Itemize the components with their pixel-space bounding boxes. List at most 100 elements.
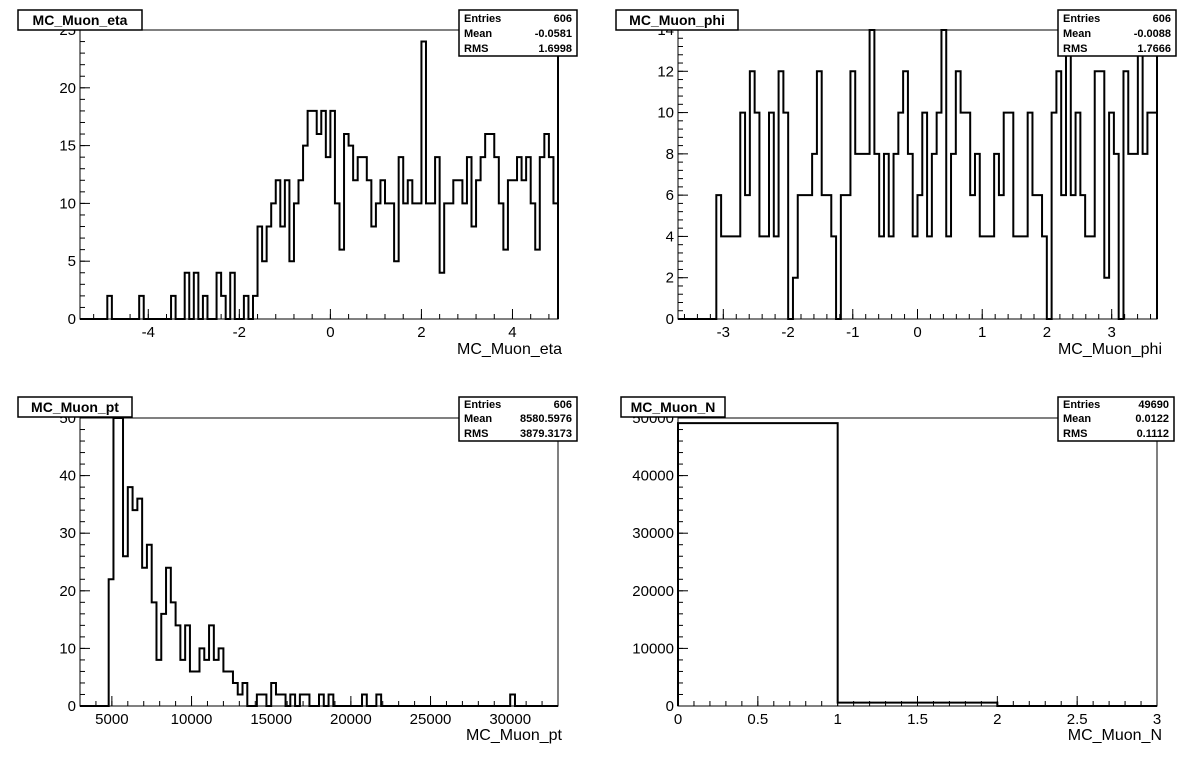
eta-y-tick-label: 20 bbox=[59, 80, 76, 97]
pt-title: MC_Muon_pt bbox=[31, 399, 119, 415]
svg-text:RMS: RMS bbox=[1063, 43, 1087, 55]
eta-x-tick-label: 0 bbox=[326, 324, 334, 341]
eta-x-tick-label: 4 bbox=[508, 324, 516, 341]
eta-stats-box: Entries 606 Mean -0.0581 RMS 1.6998 bbox=[458, 9, 578, 57]
svg-text:Mean: Mean bbox=[1063, 28, 1091, 40]
eta-title-box bbox=[17, 9, 143, 31]
n-plot-frame bbox=[677, 417, 1158, 707]
n-stats-box: Entries 49690 Mean 0.0122 RMS 0.1112 bbox=[1057, 396, 1175, 442]
svg-text:Entries: Entries bbox=[1063, 399, 1100, 411]
n-y-tick-label: 40000 bbox=[632, 468, 674, 485]
svg-text:RMS: RMS bbox=[464, 428, 488, 440]
n-x-tick-label: 3 bbox=[1153, 711, 1161, 728]
phi-x-tick-label: 0 bbox=[913, 324, 921, 341]
pt-y-tick-label: 40 bbox=[59, 468, 76, 485]
phi-histogram-line bbox=[678, 29, 1158, 320]
phi-y-tick-label: 6 bbox=[666, 187, 674, 204]
pt-histogram-line bbox=[80, 417, 558, 707]
n-x-tick-label: 1.5 bbox=[907, 711, 928, 728]
pt-x-axis-label: MC_Muon_pt bbox=[466, 727, 563, 744]
n-title: MC_Muon_N bbox=[631, 399, 716, 415]
phi-y-tick-label: 4 bbox=[666, 228, 674, 245]
eta-x-tick-label: -2 bbox=[233, 324, 246, 341]
n-x-axis-label: MC_Muon_N bbox=[1068, 727, 1162, 744]
n-x-tick-label: 0.5 bbox=[747, 711, 768, 728]
svg-text:606: 606 bbox=[554, 399, 572, 411]
pt-x-tick-label: 30000 bbox=[489, 711, 531, 728]
n-histogram-line bbox=[677, 422, 1157, 707]
eta-y-tick-label: 15 bbox=[59, 138, 76, 155]
phi-y-tick-label: 12 bbox=[657, 63, 674, 80]
svg-text:Entries: Entries bbox=[1063, 13, 1100, 25]
n-x-tick-label: 1 bbox=[833, 711, 841, 728]
eta-x-tick-label: 2 bbox=[417, 324, 425, 341]
svg-text:8580.5976: 8580.5976 bbox=[520, 413, 572, 425]
phi-x-tick-label: -3 bbox=[717, 324, 730, 341]
n-x-tick-label: 2.5 bbox=[1067, 711, 1088, 728]
panel-eta: -4-20240510152025 MC_Muon_eta MC_Muon_et… bbox=[17, 9, 578, 358]
eta-plot-frame bbox=[79, 29, 559, 320]
n-x-tick-label: 0 bbox=[674, 711, 682, 728]
svg-text:Mean: Mean bbox=[464, 413, 492, 425]
svg-text:Mean: Mean bbox=[1063, 413, 1091, 425]
svg-text:1.7666: 1.7666 bbox=[1137, 43, 1171, 55]
phi-x-tick-label: -2 bbox=[781, 324, 794, 341]
phi-x-tick-label: 2 bbox=[1043, 324, 1051, 341]
pt-x-tick-label: 25000 bbox=[410, 711, 452, 728]
svg-text:-0.0581: -0.0581 bbox=[535, 28, 572, 40]
eta-x-tick-label: -4 bbox=[142, 324, 155, 341]
panel-phi: -3-2-1012302468101214 MC_Muon_phi MC_Muo… bbox=[615, 9, 1177, 358]
pt-y-tick-label: 10 bbox=[59, 640, 76, 657]
svg-text:Entries: Entries bbox=[464, 399, 501, 411]
eta-y-tick-label: 10 bbox=[59, 195, 76, 212]
svg-text:606: 606 bbox=[554, 13, 572, 25]
phi-x-tick-label: 3 bbox=[1108, 324, 1116, 341]
svg-text:Entries: Entries bbox=[464, 13, 501, 25]
pt-y-tick-label: 20 bbox=[59, 583, 76, 600]
eta-histogram-line bbox=[80, 40, 559, 320]
svg-text:3879.3173: 3879.3173 bbox=[520, 428, 572, 440]
svg-text:-0.0088: -0.0088 bbox=[1134, 28, 1171, 40]
pt-x-tick-label: 5000 bbox=[95, 711, 128, 728]
phi-y-tick-label: 10 bbox=[657, 105, 674, 122]
svg-text:606: 606 bbox=[1153, 13, 1171, 25]
eta-axes: -4-20240510152025 bbox=[59, 22, 550, 341]
phi-x-tick-label: 1 bbox=[978, 324, 986, 341]
eta-x-axis-label: MC_Muon_eta bbox=[457, 341, 562, 358]
panel-n: 0 0.5 1 1.5 2 2.5 301000020000300004000050000 … bbox=[620, 396, 1175, 744]
pt-y-tick-label: 0 bbox=[68, 698, 76, 715]
svg-text:Mean: Mean bbox=[464, 28, 492, 40]
n-y-tick-label: 30000 bbox=[632, 525, 674, 542]
svg-text:RMS: RMS bbox=[464, 43, 488, 55]
phi-axes: -3-2-1012302468101214 bbox=[657, 22, 1152, 341]
n-y-tick-label: 0 bbox=[666, 698, 674, 715]
pt-title-box bbox=[17, 396, 133, 418]
pt-stats-box: Entries 606 Mean 8580.5976 RMS 3879.3173 bbox=[458, 396, 578, 442]
phi-x-tick-label: -1 bbox=[846, 324, 859, 341]
phi-y-tick-label: 2 bbox=[666, 270, 674, 287]
n-title-box bbox=[620, 396, 726, 418]
svg-text:1.6998: 1.6998 bbox=[538, 43, 572, 55]
svg-text:49690: 49690 bbox=[1138, 399, 1169, 411]
pt-y-tick-label: 30 bbox=[59, 525, 76, 542]
n-y-tick-label: 10000 bbox=[632, 640, 674, 657]
eta-y-tick-label: 5 bbox=[68, 253, 76, 270]
n-y-tick-label: 20000 bbox=[632, 583, 674, 600]
pt-x-tick-label: 15000 bbox=[250, 711, 292, 728]
eta-y-tick-label: 0 bbox=[68, 311, 76, 328]
phi-y-tick-label: 0 bbox=[666, 311, 674, 328]
phi-title-box bbox=[615, 9, 739, 31]
pt-x-tick-label: 20000 bbox=[330, 711, 372, 728]
phi-y-tick-label: 8 bbox=[666, 146, 674, 163]
panel-pt: 5000 10000 15000 20000 25000 3000001020304050… bbox=[17, 396, 578, 744]
phi-stats-box: Entries 606 Mean -0.0088 RMS 1.7666 bbox=[1057, 9, 1177, 57]
phi-x-axis-label: MC_Muon_phi bbox=[1058, 341, 1162, 358]
eta-title: MC_Muon_eta bbox=[33, 12, 128, 28]
svg-text:0.0122: 0.0122 bbox=[1135, 413, 1169, 425]
svg-text:RMS: RMS bbox=[1063, 428, 1087, 440]
phi-title: MC_Muon_phi bbox=[629, 12, 725, 28]
pt-x-tick-label: 10000 bbox=[171, 711, 213, 728]
n-x-tick-label: 2 bbox=[993, 711, 1001, 728]
